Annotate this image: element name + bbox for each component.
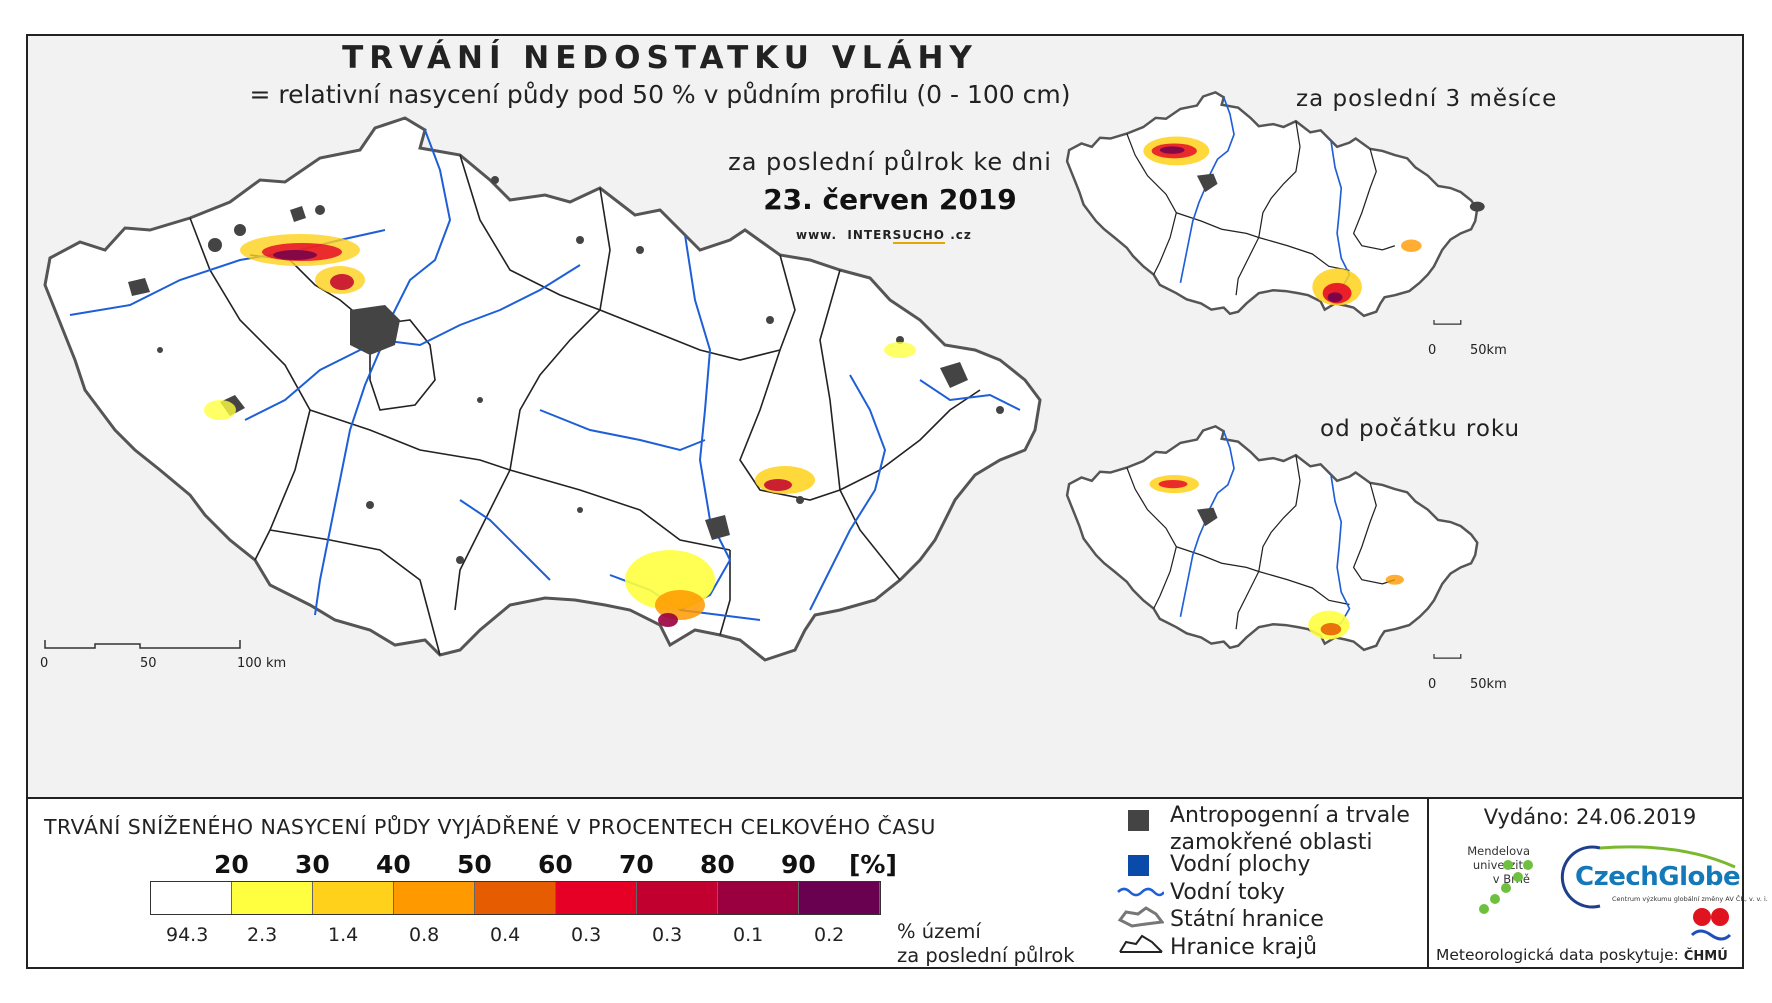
regional-border-label: Hranice krajů xyxy=(1170,935,1318,960)
anthropogenic-swatch xyxy=(1128,810,1149,831)
legend-percentage: 1.4 xyxy=(328,924,359,946)
czechglobe-subtitle: Centrum výzkumu globální změny AV ČR, v.… xyxy=(1612,895,1768,903)
chmu-logo-text: ČHMÚ xyxy=(1683,949,1728,964)
map-title: TRVÁNÍ NEDOSTATKU VLÁHY xyxy=(342,40,978,76)
regional-border-symbol xyxy=(1119,934,1163,953)
legend-divider xyxy=(1427,797,1429,969)
main-map-period: za poslední půlrok ke dni xyxy=(728,148,1052,176)
inset-3m-title: za poslední 3 měsíce xyxy=(1296,86,1558,112)
regional-borders-main xyxy=(189,154,981,656)
inset-3m-map xyxy=(1065,91,1485,325)
legend-note-line2: za poslední půlrok xyxy=(897,944,1075,967)
meteo-provider-text: Meteorologická data poskytuje: xyxy=(1436,946,1679,964)
website-sucho: SUCHO xyxy=(892,228,945,244)
legend-threshold: 60 xyxy=(538,850,573,879)
state-border-symbol xyxy=(1117,906,1164,928)
legend-threshold: 90 xyxy=(781,850,816,879)
meteo-provider: Meteorologická data poskytuje: ČHMÚ xyxy=(1436,946,1728,964)
legend-percentage: 0.8 xyxy=(409,924,440,946)
inset-year-scale-0: 0 xyxy=(1428,677,1437,692)
legend-color-bar xyxy=(150,881,881,915)
legend-swatch xyxy=(718,882,799,914)
legend-swatch xyxy=(475,882,556,914)
inset-year-scale-50: 50km xyxy=(1470,677,1507,692)
legend-swatch xyxy=(799,882,880,914)
legend-title: TRVÁNÍ SNÍŽENÉHO NASYCENÍ PŮDY VYJÁDŘENÉ… xyxy=(44,815,936,839)
legend-note: % území za poslední půlrok xyxy=(897,920,1075,968)
website-link[interactable]: www. INTERSUCHO .cz xyxy=(796,228,972,244)
rivers-label: Vodní toky xyxy=(1170,880,1285,905)
legend-swatch xyxy=(313,882,394,914)
legend-percentage: 94.3 xyxy=(166,924,209,946)
legend-threshold: 20 xyxy=(214,850,249,879)
legend-swatch xyxy=(556,882,637,914)
inset-year-title: od počátku roku xyxy=(1320,416,1521,442)
water-swatch xyxy=(1128,855,1149,876)
legend-swatch xyxy=(151,882,232,914)
map-subtitle: = relativní nasycení půdy pod 50 % v půd… xyxy=(249,80,1071,109)
main-scale-0: 0 xyxy=(40,656,49,671)
inset-year-map xyxy=(1065,425,1479,659)
legend-threshold: 70 xyxy=(619,850,654,879)
legend-swatch xyxy=(637,882,718,914)
legend-swatch xyxy=(394,882,475,914)
state-border-label: Státní hranice xyxy=(1170,907,1324,932)
chmu-logo-icon xyxy=(1690,908,1732,941)
mendel-line2: univerzita xyxy=(1472,858,1530,872)
main-map-date: 23. červen 2019 xyxy=(763,183,1017,216)
inset-3m-scale-50: 50km xyxy=(1470,343,1507,358)
main-map xyxy=(43,116,1042,662)
mendel-logo-icon xyxy=(1479,860,1533,914)
main-scale-50: 50 xyxy=(140,656,157,671)
website-suffix: .cz xyxy=(950,228,972,242)
state-border-main xyxy=(43,116,1042,662)
anthropogenic-label: Antropogenní a trvale zamokřené oblasti xyxy=(1170,802,1410,856)
legend-percentage: 0.1 xyxy=(733,924,764,946)
anthropogenic-label-line1: Antropogenní a trvale xyxy=(1170,803,1410,828)
legend-threshold: 40 xyxy=(376,850,411,879)
anthropogenic-label-line2: zamokřené oblasti xyxy=(1170,830,1373,855)
mendel-line1: Mendelova xyxy=(1467,844,1530,858)
water-bodies-label: Vodní plochy xyxy=(1170,852,1311,877)
legend-note-line1: % území xyxy=(897,920,981,943)
czechglobe-logo: CzechGlobe xyxy=(1575,862,1741,892)
website-inter: INTER xyxy=(847,228,893,242)
legend-percentage: 0.3 xyxy=(652,924,683,946)
main-scale-100: 100 km xyxy=(237,656,287,671)
legend-threshold: 50 xyxy=(457,850,492,879)
scale-bar-main xyxy=(44,640,241,649)
legend-percentage: 0.3 xyxy=(571,924,602,946)
legend-swatch xyxy=(232,882,313,914)
drought-hotspots-main xyxy=(204,234,916,627)
legend-percentage: 0.4 xyxy=(490,924,521,946)
legend-threshold: 30 xyxy=(295,850,330,879)
legend-threshold: 80 xyxy=(700,850,735,879)
issued-date: Vydáno: 24.06.2019 xyxy=(1483,805,1697,829)
legend-percentage: 2.3 xyxy=(247,924,278,946)
legend-unit: [%] xyxy=(849,850,897,879)
inset-3m-scale-0: 0 xyxy=(1428,343,1437,358)
website-prefix: www. xyxy=(796,228,838,242)
river-symbol xyxy=(1117,887,1164,897)
czechglobe-logo-icon xyxy=(1560,845,1736,909)
legend-percentage: 0.2 xyxy=(814,924,845,946)
